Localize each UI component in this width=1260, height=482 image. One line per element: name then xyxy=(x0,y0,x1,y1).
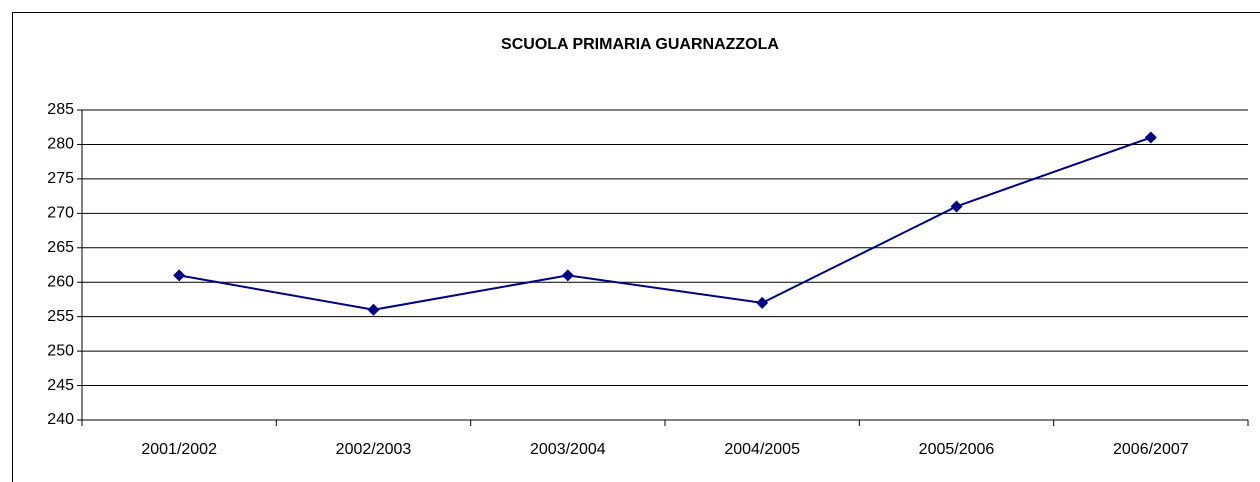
marker xyxy=(561,269,574,282)
y-tick-label: 270 xyxy=(47,205,74,222)
y-tick-label: 265 xyxy=(47,239,74,256)
x-tick-label: 2003/2004 xyxy=(530,441,606,458)
marker xyxy=(950,200,963,213)
y-tick-label: 260 xyxy=(47,273,74,290)
marker xyxy=(1144,131,1157,144)
line xyxy=(178,136,1152,311)
y-tick-label: 255 xyxy=(47,308,74,325)
y-tick-label: 275 xyxy=(47,170,74,187)
y-tick-label: 250 xyxy=(47,342,74,359)
marker xyxy=(367,303,380,316)
marker xyxy=(756,296,769,309)
x-tick-label: 2004/2005 xyxy=(724,441,800,458)
x-tick-label: 2006/2007 xyxy=(1113,441,1189,458)
x-tick-label: 2002/2003 xyxy=(336,441,412,458)
x-tick-label: 2001/2002 xyxy=(141,441,217,458)
y-tick-label: 245 xyxy=(47,377,74,394)
y-tick-label: 240 xyxy=(47,411,74,428)
y-tick-label: 285 xyxy=(47,101,74,118)
chart-title: SCUOLA PRIMARIA GUARNAZZOLA xyxy=(501,36,779,53)
y-tick-label: 280 xyxy=(47,136,74,153)
x-tick-label: 2005/2006 xyxy=(919,441,995,458)
chart-frame xyxy=(12,12,1260,482)
marker xyxy=(173,269,186,282)
